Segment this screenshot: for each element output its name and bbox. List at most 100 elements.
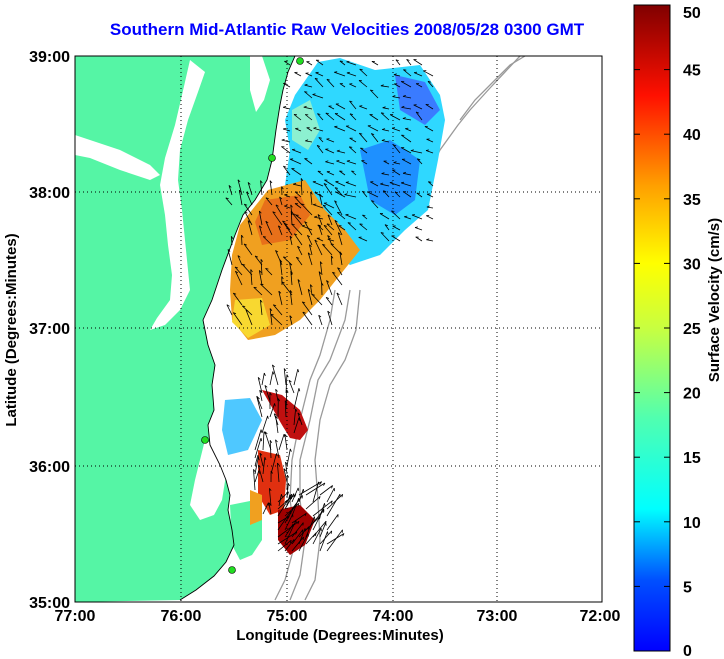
velocity-vector — [380, 85, 390, 88]
velocity-vector-head — [381, 112, 385, 114]
velocity-vector-head — [292, 148, 296, 150]
y-axis-label: Latitude (Degrees:Minutes) — [3, 233, 20, 426]
velocity-vector-head — [330, 530, 333, 534]
velocity-vector-head — [269, 488, 272, 492]
velocity-vector — [301, 203, 313, 216]
velocity-vector — [279, 196, 283, 206]
velocity-vector — [272, 364, 279, 386]
velocity-vector — [288, 380, 295, 394]
velocity-vector — [284, 194, 291, 198]
velocity-vector — [247, 182, 253, 196]
velocity-vector — [401, 158, 412, 165]
velocity-vector-head — [311, 294, 315, 296]
velocity-vector — [291, 168, 302, 176]
velocity-vector-head — [257, 377, 261, 380]
velocity-vector-head — [295, 408, 298, 412]
velocity-field — [222, 58, 445, 555]
velocity-vector-head — [334, 125, 338, 128]
colorbar-tick-label: 10 — [683, 515, 701, 532]
velocity-vector-head — [309, 244, 312, 247]
velocity-vector — [243, 203, 253, 216]
velocity-vector — [394, 83, 401, 88]
velocity-vector — [294, 191, 302, 198]
velocity-vector — [424, 126, 434, 132]
velocity-vector — [317, 113, 324, 121]
velocity-vector — [392, 225, 401, 231]
velocity-vector-head — [313, 127, 317, 129]
velocity-vector — [315, 59, 324, 66]
velocity-vector — [326, 79, 335, 88]
velocity-vector-head — [284, 193, 288, 196]
velocity-vector-head — [259, 452, 263, 456]
velocity-vector — [291, 512, 307, 524]
velocity-vector — [264, 431, 272, 451]
velocity-vector — [411, 214, 423, 220]
velocity-vector — [291, 522, 304, 538]
velocity-vector — [380, 183, 390, 187]
velocity-vector-head — [349, 100, 353, 103]
velocity-vector — [268, 502, 272, 515]
velocity-vector-head — [235, 270, 239, 274]
velocity-vector-head — [265, 220, 269, 224]
velocity-vector-head — [318, 224, 322, 228]
velocity-vector — [259, 390, 263, 402]
velocity-vector — [326, 223, 335, 231]
velocity-vector — [297, 279, 303, 296]
velocity-vector-head — [260, 259, 264, 262]
velocity-vector-head — [258, 470, 260, 474]
velocity-vector — [265, 268, 273, 276]
velocity-vector — [325, 161, 335, 165]
velocity-vector — [277, 510, 292, 531]
velocity-vector-head — [339, 251, 343, 255]
velocity-vector — [318, 315, 323, 326]
velocity-vector — [415, 83, 423, 88]
velocity-vector — [291, 223, 303, 236]
velocity-vector-head — [297, 521, 300, 525]
velocity-vector — [277, 493, 293, 517]
velocity-vector — [367, 191, 379, 198]
velocity-vector — [401, 134, 412, 143]
velocity-vector — [403, 69, 412, 77]
velocity-vector-head — [283, 106, 287, 108]
velocity-vector-head — [330, 243, 334, 245]
station-marker — [268, 154, 276, 162]
velocity-vector — [349, 113, 357, 121]
velocity-vector — [312, 528, 322, 545]
velocity-vector — [326, 280, 333, 296]
velocity-vector — [379, 213, 390, 220]
velocity-vector-head — [402, 117, 406, 119]
velocity-vector-head — [259, 389, 263, 393]
velocity-vector-head — [337, 212, 341, 214]
x-tick: 72:00 — [580, 608, 621, 625]
velocity-vector-head — [304, 221, 308, 224]
velocity-vector-head — [300, 178, 304, 182]
velocity-vector — [278, 225, 283, 236]
velocity-vector-head — [275, 250, 279, 253]
velocity-vector — [316, 145, 324, 154]
velocity-vector-head — [325, 297, 330, 299]
velocity-vector — [402, 118, 412, 121]
colorbar-tick-label: 5 — [683, 579, 692, 596]
velocity-vector — [293, 408, 296, 426]
velocity-vector — [347, 222, 357, 231]
velocity-vector-head — [307, 234, 311, 238]
velocity-vector-head — [331, 485, 333, 489]
velocity-vector-head — [346, 60, 350, 63]
velocity-vector-head — [283, 256, 287, 258]
velocity-vector — [265, 197, 273, 206]
velocity-vector — [381, 173, 390, 176]
velocity-vector-head — [265, 197, 269, 200]
velocity-vector — [382, 107, 390, 110]
velocity-vector-head — [286, 374, 289, 378]
velocity-vector — [382, 129, 390, 132]
velocity-vector — [257, 377, 263, 394]
velocity-vector — [300, 178, 303, 196]
velocity-vector — [269, 180, 273, 196]
velocity-vector — [306, 127, 313, 132]
station-marker — [296, 57, 304, 65]
bathymetry-contours — [274, 56, 526, 601]
y-tick: 37:00 — [29, 321, 70, 338]
velocity-vector — [312, 181, 324, 187]
velocity-vector — [295, 256, 303, 266]
velocity-vector — [426, 239, 434, 242]
